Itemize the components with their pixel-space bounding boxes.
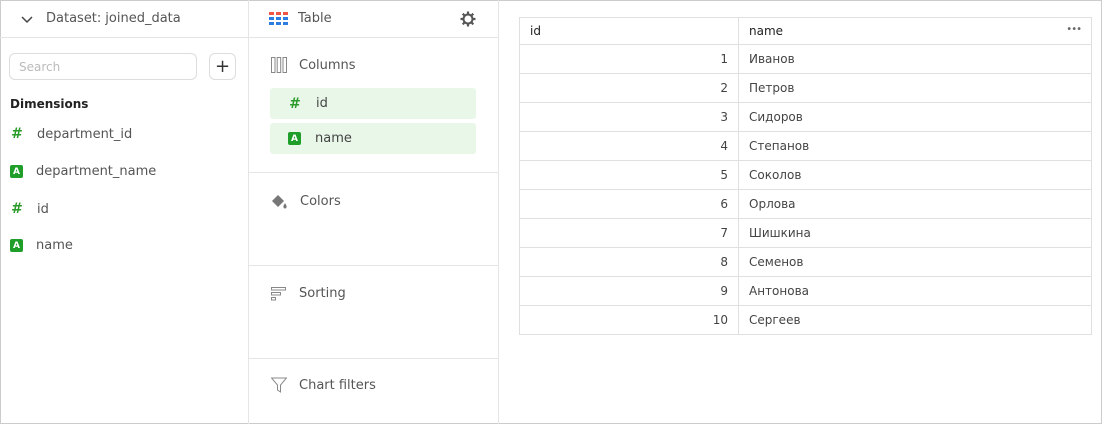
cell-name[interactable]: Семенов bbox=[738, 247, 1092, 277]
field-label: department_id bbox=[37, 126, 133, 142]
cell-id[interactable]: 7 bbox=[519, 218, 739, 248]
cell-id[interactable]: 2 bbox=[519, 73, 739, 103]
column-header-name[interactable]: name ••• bbox=[738, 17, 1092, 45]
dimensions-title: Dimensions bbox=[10, 97, 89, 111]
cell-id[interactable]: 1 bbox=[519, 44, 739, 74]
table-row: 1 Иванов bbox=[519, 44, 1092, 74]
table-row: 7 Шишкина bbox=[519, 218, 1092, 248]
cell-id[interactable]: 3 bbox=[519, 102, 739, 132]
string-type-icon: A bbox=[288, 132, 301, 145]
cell-id[interactable]: 9 bbox=[519, 276, 739, 306]
cell-id[interactable]: 10 bbox=[519, 305, 739, 335]
table-row: 9 Антонова bbox=[519, 276, 1092, 306]
hash-icon: # bbox=[289, 95, 301, 112]
field-label: department_name bbox=[36, 164, 157, 179]
field-label: id bbox=[37, 201, 49, 217]
dataset-panel: Dataset: joined_data + Dimensions # depar… bbox=[0, 0, 249, 424]
section-label: Colors bbox=[300, 193, 341, 209]
column-chip-id[interactable]: # id bbox=[270, 88, 476, 119]
chart-filters-title[interactable]: Chart filters bbox=[271, 377, 376, 393]
cell-name[interactable]: Антонова bbox=[738, 276, 1092, 306]
table-row: 2 Петров bbox=[519, 73, 1092, 103]
colors-title: Colors bbox=[271, 193, 341, 209]
section-label: Chart filters bbox=[299, 377, 376, 393]
add-field-button[interactable]: + bbox=[209, 53, 236, 80]
table-row: 4 Степанов bbox=[519, 131, 1092, 161]
table-row: 8 Семенов bbox=[519, 247, 1092, 277]
data-table: id name ••• 1 Иванов 2 Петров 3 Сидоров 4 Степан… bbox=[519, 17, 1092, 335]
more-icon[interactable]: ••• bbox=[1066, 24, 1082, 35]
cell-name[interactable]: Петров bbox=[738, 73, 1092, 103]
table-row: 10 Сергеев bbox=[519, 305, 1092, 335]
field-department-id[interactable]: # department_id bbox=[10, 126, 132, 142]
cell-id[interactable]: 8 bbox=[519, 247, 739, 277]
cell-name[interactable]: Соколов bbox=[738, 160, 1092, 190]
cell-id[interactable]: 4 bbox=[519, 131, 739, 161]
cell-name[interactable]: Орлова bbox=[738, 189, 1092, 219]
sort-icon bbox=[271, 286, 286, 300]
visualization-header[interactable]: Table bbox=[249, 0, 498, 38]
paint-bucket-icon bbox=[272, 195, 287, 209]
dataset-header[interactable]: Dataset: joined_data bbox=[0, 0, 248, 38]
cell-id[interactable]: 5 bbox=[519, 160, 739, 190]
cell-name[interactable]: Иванов bbox=[738, 44, 1092, 74]
field-id[interactable]: # id bbox=[10, 201, 49, 217]
cell-name[interactable]: Сидоров bbox=[738, 102, 1092, 132]
cell-id[interactable]: 6 bbox=[519, 189, 739, 219]
gear-icon[interactable] bbox=[460, 11, 476, 27]
table-row: 6 Орлова bbox=[519, 189, 1092, 219]
hash-icon: # bbox=[11, 126, 23, 142]
dataset-label: Dataset: bbox=[46, 11, 102, 26]
header-label: name bbox=[749, 24, 784, 38]
column-header-id[interactable]: id bbox=[519, 17, 739, 45]
sorting-title: Sorting bbox=[271, 286, 346, 301]
table-icon bbox=[269, 12, 288, 25]
field-label: name bbox=[36, 238, 73, 253]
cell-name[interactable]: Степанов bbox=[738, 131, 1092, 161]
table-row: 3 Сидоров bbox=[519, 102, 1092, 132]
string-type-icon: A bbox=[10, 165, 23, 178]
colors-section[interactable]: Colors bbox=[249, 173, 498, 266]
dataset-name[interactable]: joined_data bbox=[105, 11, 181, 26]
chip-label: name bbox=[315, 131, 352, 146]
chevron-down-icon bbox=[21, 15, 33, 23]
table-row: 5 Соколов bbox=[519, 160, 1092, 190]
plus-icon: + bbox=[214, 56, 231, 77]
section-label: Columns bbox=[299, 57, 356, 73]
section-label: Sorting bbox=[299, 286, 346, 301]
filter-icon bbox=[271, 377, 287, 393]
columns-icon bbox=[271, 57, 287, 73]
visualization-type: Table bbox=[298, 11, 332, 26]
sorting-section[interactable]: Sorting bbox=[249, 266, 498, 359]
cell-name[interactable]: Сергеев bbox=[738, 305, 1092, 335]
cell-name[interactable]: Шишкина bbox=[738, 218, 1092, 248]
columns-title: Columns bbox=[271, 57, 356, 73]
string-type-icon: A bbox=[10, 239, 23, 252]
search-input[interactable] bbox=[9, 53, 197, 80]
hash-icon: # bbox=[11, 201, 23, 217]
chip-label: id bbox=[316, 96, 328, 111]
